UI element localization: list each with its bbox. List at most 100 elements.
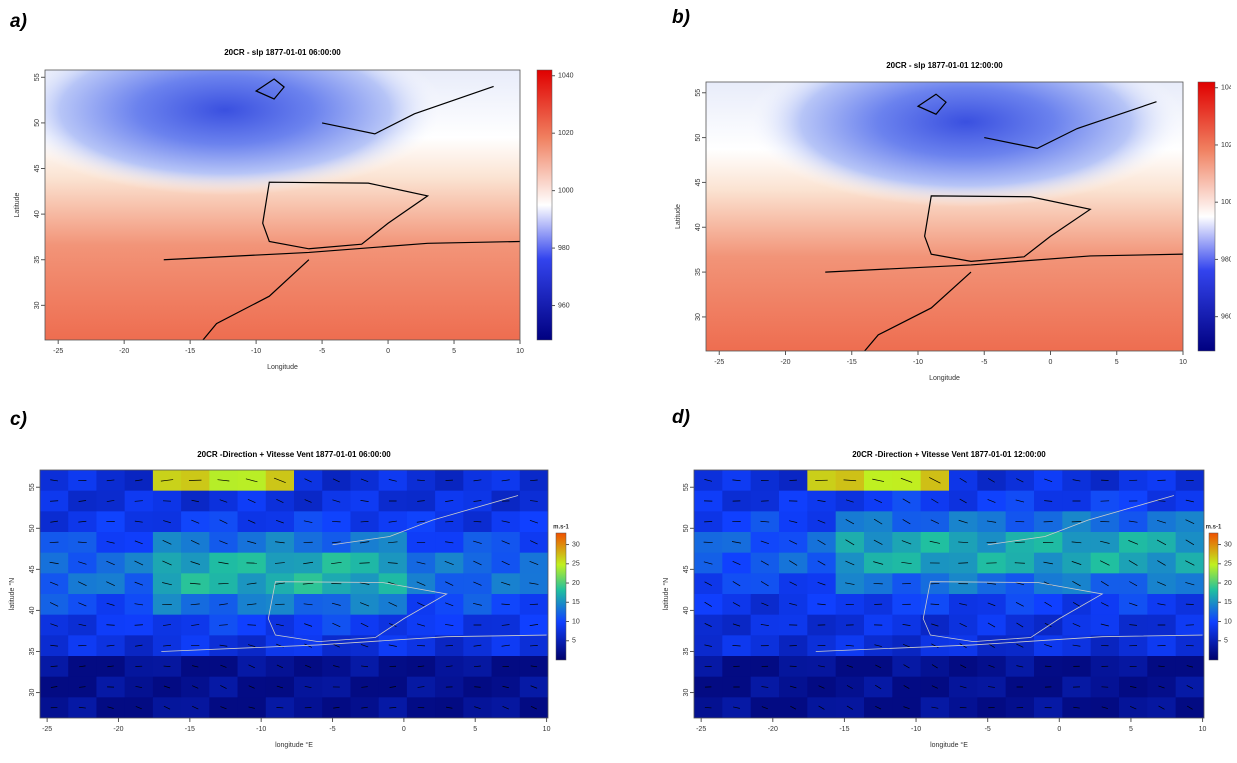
colorbar [1198, 82, 1215, 351]
colorbar-unit: m.s-1 [1206, 525, 1222, 531]
x-tick-label: 0 [402, 726, 406, 733]
colorbar-tick-label: 1040 [558, 73, 574, 80]
x-tick-label: 5 [473, 726, 477, 733]
map-field [706, 37, 1186, 398]
y-tick-label: 30 [29, 689, 36, 697]
colorbar [1209, 533, 1218, 660]
x-tick-label: -25 [53, 348, 63, 355]
y-tick-label: 55 [29, 483, 36, 491]
colorbar [537, 70, 552, 340]
x-tick-label: 5 [1115, 359, 1119, 366]
x-tick-label: -10 [913, 359, 923, 366]
panel-label: b) [672, 7, 690, 28]
x-tick-label: -20 [113, 726, 123, 733]
y-tick-label: 50 [683, 524, 690, 532]
y-tick-label: 50 [695, 134, 702, 142]
colorbar-unit: m.s-1 [553, 525, 569, 531]
y-tick-label: 45 [29, 565, 36, 573]
x-tick-label: 10 [516, 348, 524, 355]
y-tick-label: 55 [695, 89, 702, 97]
x-tick-label: -5 [319, 348, 325, 355]
colorbar-tick-label: 30 [1224, 541, 1232, 548]
y-tick-label: 45 [34, 165, 41, 173]
colorbar-tick-label: 10 [1224, 618, 1232, 625]
y-tick-label: 50 [34, 119, 41, 127]
y-tick-label: 55 [34, 73, 41, 81]
y-tick-label: 30 [695, 313, 702, 321]
panel-title: 20CR -Direction + Vitesse Vent 1877-01-0… [197, 450, 391, 459]
x-tick-label: -10 [256, 726, 266, 733]
y-tick-label: 40 [34, 210, 41, 218]
y-axis-label: Latitude [675, 204, 682, 229]
panel-label: c) [10, 409, 27, 430]
colorbar-tick-label: 20 [572, 580, 580, 587]
colorbar-tick-label: 980 [1221, 256, 1233, 263]
y-axis-label: latitude °N [662, 578, 670, 610]
y-tick-label: 35 [695, 268, 702, 276]
x-tick-label: -5 [981, 359, 987, 366]
x-tick-label: 0 [1049, 359, 1053, 366]
x-tick-label: 0 [386, 348, 390, 355]
x-tick-label: -25 [42, 726, 52, 733]
y-axis-label: Latitude [14, 192, 21, 217]
x-tick-label: 10 [543, 726, 551, 733]
colorbar-tick-label: 15 [572, 599, 580, 606]
colorbar-tick-label: 25 [1224, 561, 1232, 568]
panel-label: d) [672, 407, 690, 428]
colorbar-tick-label: 1000 [558, 187, 574, 194]
x-tick-label: 10 [1179, 359, 1187, 366]
x-tick-label: -15 [185, 726, 195, 733]
colorbar-tick-label: 960 [558, 302, 570, 309]
panel-title: 20CR - slp 1877-01-01 12:00:00 [886, 61, 1003, 70]
y-tick-label: 45 [695, 178, 702, 186]
x-tick-label: 5 [1129, 726, 1133, 733]
x-tick-label: -20 [780, 359, 790, 366]
colorbar-tick-label: 1000 [1221, 199, 1237, 206]
y-tick-label: 35 [34, 256, 41, 264]
x-tick-label: -20 [768, 726, 778, 733]
map-field [5, 25, 520, 387]
colorbar-tick-label: 20 [1224, 580, 1232, 587]
colorbar-tick-label: 30 [572, 541, 580, 548]
y-axis-label: latitude °N [8, 578, 16, 610]
x-tick-label: -5 [985, 726, 991, 733]
y-tick-label: 35 [29, 647, 36, 655]
panel-label: a) [10, 11, 27, 32]
x-tick-label: 10 [1199, 726, 1207, 733]
colorbar-tick-label: 15 [1224, 599, 1232, 606]
x-tick-label: -15 [839, 726, 849, 733]
colorbar-tick-label: 25 [572, 561, 580, 568]
x-tick-label: -10 [251, 348, 261, 355]
y-tick-label: 40 [29, 606, 36, 614]
y-tick-label: 40 [683, 606, 690, 614]
colorbar-tick-label: 5 [572, 638, 576, 645]
colorbar-tick-label: 5 [1224, 638, 1228, 645]
colorbar-tick-label: 1020 [1221, 142, 1237, 149]
y-tick-label: 55 [683, 483, 690, 491]
x-tick-label: 5 [452, 348, 456, 355]
x-tick-label: -20 [119, 348, 129, 355]
x-tick-label: -25 [714, 359, 724, 366]
x-axis-label: Longitude [929, 375, 960, 382]
x-tick-label: -5 [329, 726, 335, 733]
x-tick-label: 0 [1057, 726, 1061, 733]
x-tick-label: -10 [911, 726, 921, 733]
map-field [40, 470, 549, 719]
panel-title: 20CR -Direction + Vitesse Vent 1877-01-0… [852, 450, 1046, 459]
x-tick-label: -15 [185, 348, 195, 355]
x-axis-label: Longitude [267, 364, 298, 371]
panel-title: 20CR - slp 1877-01-01 06:00:00 [224, 48, 341, 57]
colorbar-tick-label: 1020 [558, 130, 574, 137]
colorbar-tick-label: 10 [572, 618, 580, 625]
colorbar [556, 533, 566, 660]
y-tick-label: 40 [695, 223, 702, 231]
y-tick-label: 50 [29, 524, 36, 532]
x-axis-label: longitude °E [930, 741, 968, 749]
x-tick-label: -15 [847, 359, 857, 366]
x-tick-label: -25 [696, 726, 706, 733]
y-tick-label: 30 [34, 301, 41, 309]
y-tick-label: 30 [683, 689, 690, 697]
colorbar-tick-label: 1040 [1221, 85, 1237, 92]
